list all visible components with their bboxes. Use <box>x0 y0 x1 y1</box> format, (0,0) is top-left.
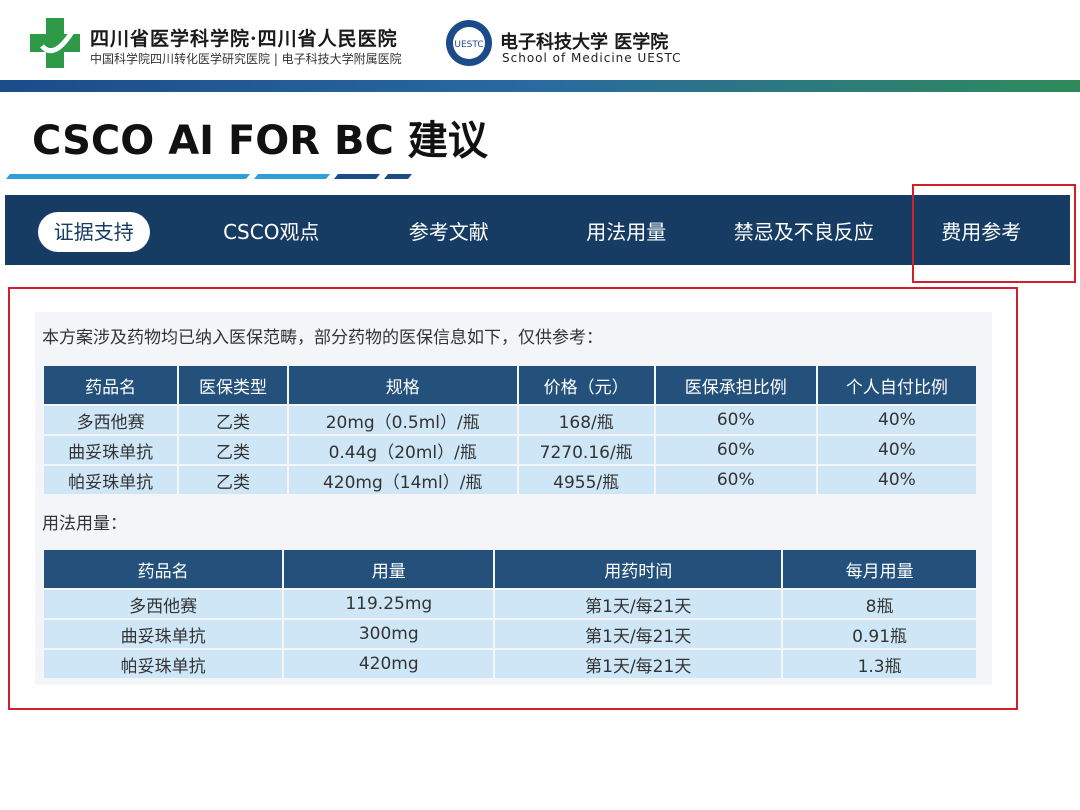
cell: 40% <box>817 436 976 464</box>
cell: 40% <box>817 466 976 494</box>
header-cell: 医保承担比例 <box>655 366 816 404</box>
cell: 帕妥珠单抗 <box>44 466 178 494</box>
header-cell: 用药时间 <box>495 550 782 588</box>
cell: 曲妥珠单抗 <box>44 620 283 648</box>
cell: 乙类 <box>179 466 287 494</box>
header-cell: 价格（元） <box>518 366 654 404</box>
header-cell: 规格 <box>288 366 517 404</box>
cell: 60% <box>655 436 816 464</box>
header-row: 药品名 用量 用药时间 每月用量 <box>44 550 976 588</box>
cell: 第1天/每21天 <box>495 650 782 678</box>
tab[interactable]: 证据支持 <box>5 211 183 252</box>
cell: 多西他赛 <box>44 406 178 434</box>
dosage-table: 药品名 用量 用药时间 每月用量 多西他赛 119.25mg 第1天/每21天 8瓶 曲妥珠单抗… <box>42 548 978 680</box>
cell: 曲妥珠单抗 <box>44 436 178 464</box>
org-subtitle: School of Medicine UESTC <box>502 51 682 65</box>
cell: 420mg（14ml）/瓶 <box>288 466 517 494</box>
logo-hospital <box>30 18 80 68</box>
tab[interactable]: CSCO观点 <box>183 216 361 245</box>
header-cell: 每月用量 <box>783 550 976 588</box>
cell: 帕妥珠单抗 <box>44 650 283 678</box>
cell: 20mg（0.5ml）/瓶 <box>288 406 517 434</box>
row: 曲妥珠单抗 乙类 0.44g（20ml）/瓶 7270.16/瓶 60% 40% <box>44 436 976 464</box>
row: 多西他赛 119.25mg 第1天/每21天 8瓶 <box>44 590 976 618</box>
row: 曲妥珠单抗 300mg 第1天/每21天 0.91瓶 <box>44 620 976 648</box>
row: 帕妥珠单抗 420mg 第1天/每21天 1.3瓶 <box>44 650 976 678</box>
row: 多西他赛 乙类 20mg（0.5ml）/瓶 168/瓶 60% 40% <box>44 406 976 434</box>
badge: UESTC <box>454 40 483 50</box>
header-cell: 药品名 <box>44 550 283 588</box>
cell: 乙类 <box>179 436 287 464</box>
cell: 第1天/每21天 <box>495 590 782 618</box>
cell: 168/瓶 <box>518 406 654 434</box>
header-bar <box>0 80 1080 92</box>
tab-label[interactable]: 费用参考 <box>941 219 1022 244</box>
tab-label[interactable]: 证据支持 <box>37 211 150 252</box>
cell: 0.44g（20ml）/瓶 <box>288 436 517 464</box>
org-name: 四川省医学科学院·四川省人民医院 <box>90 28 398 50</box>
cell: 60% <box>655 466 816 494</box>
cell: 420mg <box>284 650 494 678</box>
header-cell: 药品名 <box>44 366 178 404</box>
org-name: 电子科技大学 医学院 <box>500 32 669 53</box>
tab-label[interactable]: CSCO观点 <box>223 219 320 244</box>
cell: 多西他赛 <box>44 590 283 618</box>
header-cell: 医保类型 <box>179 366 287 404</box>
highlight-box <box>8 287 1018 710</box>
intro-text: 本方案涉及药物均已纳入医保范畴，部分药物的医保信息如下，仅供参考： <box>42 328 603 348</box>
cell: 8瓶 <box>783 590 976 618</box>
highlight-box <box>912 184 1076 283</box>
cell: 300mg <box>284 620 494 648</box>
tab[interactable]: 费用参考 <box>893 216 1071 245</box>
tab[interactable]: 禁忌及不良反应 <box>715 216 893 245</box>
cell: 119.25mg <box>284 590 494 618</box>
cell: 乙类 <box>179 406 287 434</box>
cell: 4955/瓶 <box>518 466 654 494</box>
cell: 第1天/每21天 <box>495 620 782 648</box>
header-cell: 个人自付比例 <box>817 366 976 404</box>
tab[interactable]: 用法用量 <box>538 216 716 245</box>
insurance-table: 药品名 医保类型 规格 价格（元） 医保承担比例 个人自付比例 多西他赛 乙类 20mg（0.5… <box>42 364 978 496</box>
cell: 0.91瓶 <box>783 620 976 648</box>
cell: 1.3瓶 <box>783 650 976 678</box>
tab-bar: 证据支持 CSCO观点 参考文献 用法用量 禁忌及不良反应 费用参考 <box>5 195 1070 265</box>
slide-title: CSCO AI FOR BC 建议 <box>32 118 488 164</box>
logo-uestc: UESTC <box>446 20 492 66</box>
cell: 7270.16/瓶 <box>518 436 654 464</box>
header-row: 药品名 医保类型 规格 价格（元） 医保承担比例 个人自付比例 <box>44 366 976 404</box>
tab[interactable]: 参考文献 <box>360 216 538 245</box>
header-cell: 用量 <box>284 550 494 588</box>
tab-label[interactable]: 用法用量 <box>586 219 667 244</box>
decor-stripes <box>6 174 412 179</box>
tab-label[interactable]: 参考文献 <box>408 219 489 244</box>
section-label: 用法用量： <box>42 514 127 534</box>
cell: 40% <box>817 406 976 434</box>
cell: 60% <box>655 406 816 434</box>
tab-label[interactable]: 禁忌及不良反应 <box>733 219 874 244</box>
row: 帕妥珠单抗 乙类 420mg（14ml）/瓶 4955/瓶 60% 40% <box>44 466 976 494</box>
org-subtitle: 中国科学院四川转化医学研究医院 | 电子科技大学附属医院 <box>90 52 402 66</box>
